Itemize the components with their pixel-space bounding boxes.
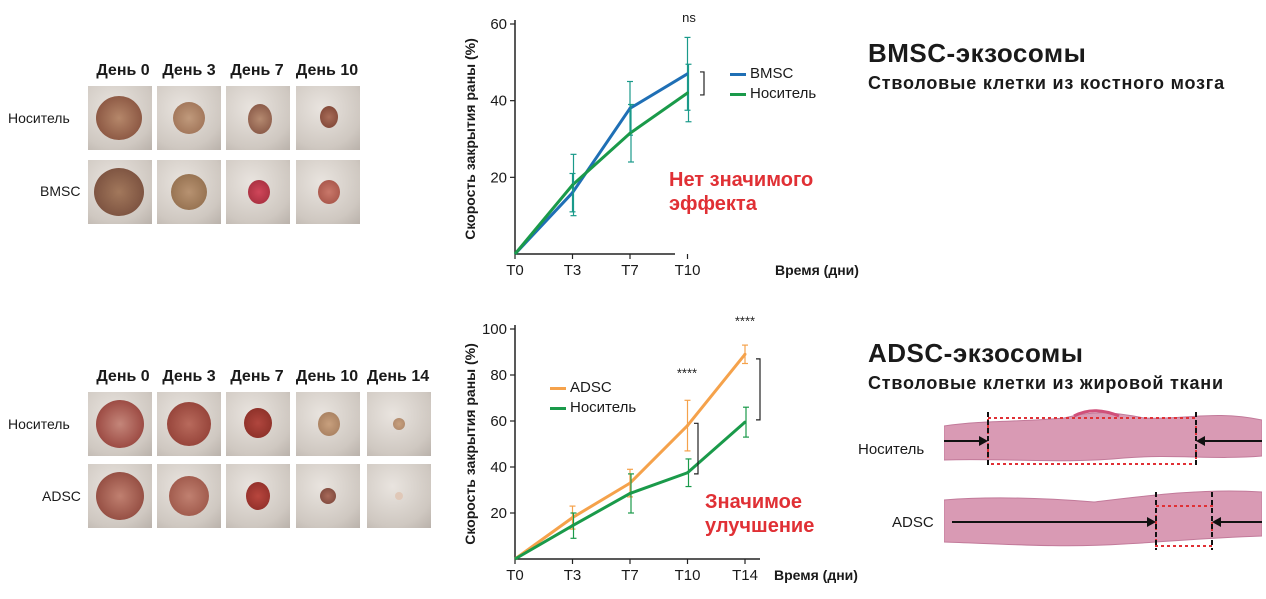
data-point bbox=[628, 131, 632, 135]
wound-photo bbox=[88, 160, 152, 224]
top-chart: 20 40 60 T0 T3 T7 T10 Время (дни) Скорость закры… bbox=[462, 10, 859, 279]
histology-label-vehicle: Носитель bbox=[858, 441, 925, 458]
top-day-label-3: День 3 bbox=[162, 62, 216, 79]
wound-photo bbox=[296, 392, 360, 456]
x-tick-label: T14 bbox=[732, 567, 758, 584]
bottom-chart: 20 40 60 80 100 T0 T3 T7 T10 T14 Время (дни) Скорос… bbox=[462, 314, 858, 584]
bottom-effect-line2: улучшение bbox=[705, 515, 815, 537]
top-day-label-10: День 10 bbox=[295, 62, 359, 79]
legend-swatch-adsc bbox=[550, 386, 566, 390]
wound-photo bbox=[226, 392, 290, 456]
series-line-0 bbox=[513, 72, 689, 256]
legend-label-vehicle-2: Носитель bbox=[570, 399, 637, 416]
x-tick-label: T0 bbox=[506, 262, 524, 279]
legend-swatch-vehicle-2 bbox=[550, 406, 566, 410]
top-day-label-0: День 0 bbox=[96, 62, 150, 79]
wound-photo bbox=[226, 160, 290, 224]
x-tick-label: T10 bbox=[675, 567, 701, 584]
significance-bracket bbox=[694, 422, 699, 475]
x-tick-label: T3 bbox=[564, 567, 582, 584]
bottom-day-label-10: День 10 bbox=[295, 368, 359, 385]
y-tick-label: 40 bbox=[490, 93, 507, 110]
significance-bracket bbox=[700, 71, 705, 96]
histology-image-adsc bbox=[944, 490, 1262, 550]
y-tick-label: 20 bbox=[490, 169, 507, 186]
top-effect-line1: Нет значимого bbox=[669, 169, 814, 191]
wound-photo bbox=[88, 86, 152, 150]
wound-photo bbox=[226, 86, 290, 150]
bottom-legend-adsc: ADSC bbox=[550, 379, 612, 396]
top-effect-line2: эффекта bbox=[669, 193, 757, 215]
wound-photo bbox=[226, 464, 290, 528]
x-tick-label: T7 bbox=[621, 262, 639, 279]
y-tick-label: 60 bbox=[490, 413, 507, 430]
significance-label: **** bbox=[735, 314, 755, 329]
x-tick-label: T7 bbox=[621, 567, 639, 584]
y-tick-label: 20 bbox=[490, 505, 507, 522]
data-point bbox=[628, 491, 632, 495]
top-title: BMSC-экзосомы bbox=[868, 38, 1087, 68]
top-day-label-7: День 7 bbox=[230, 62, 284, 79]
x-axis-label: Время (дни) bbox=[774, 567, 858, 583]
top-legend-vehicle: Носитель bbox=[730, 85, 816, 102]
bottom-day-label-14: День 14 bbox=[366, 368, 430, 385]
bottom-row-label-vehicle: Носитель bbox=[8, 416, 70, 432]
bottom-legend-vehicle: Носитель bbox=[550, 399, 636, 416]
y-tick-label: 60 bbox=[490, 16, 507, 33]
data-point bbox=[571, 183, 574, 187]
wound-photo bbox=[296, 86, 360, 150]
bottom-subtitle: Стволовые клетки из жировой ткани bbox=[868, 373, 1224, 393]
histology-image-vehicle bbox=[944, 409, 1262, 468]
top-row-label-bmsc: BMSC bbox=[40, 183, 81, 199]
bottom-day-label-0: День 0 bbox=[96, 368, 150, 385]
bottom-row-label-adsc: ADSC bbox=[42, 488, 81, 504]
data-point bbox=[686, 91, 689, 95]
data-point bbox=[743, 420, 747, 424]
y-tick-label: 80 bbox=[490, 367, 507, 384]
legend-swatch-bmsc bbox=[730, 72, 746, 76]
wound-photo bbox=[88, 392, 152, 456]
wound-photo bbox=[157, 392, 221, 456]
legend-swatch-vehicle bbox=[730, 92, 746, 96]
y-axis-label: Скорость закрытия раны (%) bbox=[462, 38, 478, 240]
top-subtitle: Стволовые клетки из костного мозга bbox=[868, 73, 1225, 93]
significance-bracket bbox=[756, 358, 761, 421]
wound-photo bbox=[157, 86, 221, 150]
wound-photo bbox=[157, 464, 221, 528]
y-axis-label: Скорость закрытия раны (%) bbox=[462, 343, 478, 545]
bottom-day-label-7: День 7 bbox=[230, 368, 284, 385]
legend-label-adsc: ADSC bbox=[570, 379, 612, 396]
x-tick-label: T3 bbox=[564, 262, 582, 279]
x-tick-label: T0 bbox=[506, 567, 524, 584]
y-tick-label: 100 bbox=[482, 321, 507, 338]
legend-label-bmsc: BMSC bbox=[750, 65, 794, 82]
bottom-title: ADSC-экзосомы bbox=[868, 338, 1084, 368]
data-point bbox=[743, 352, 747, 356]
bottom-effect-text: Значимое улучшение bbox=[705, 490, 814, 538]
significance-label: ns bbox=[682, 10, 696, 25]
bottom-effect-line1: Значимое bbox=[705, 491, 803, 513]
data-point bbox=[686, 424, 689, 428]
wound-photo bbox=[367, 464, 431, 528]
top-legend-bmsc: BMSC bbox=[730, 65, 793, 82]
y-tick-label: 40 bbox=[490, 459, 507, 476]
significance-label: **** bbox=[677, 365, 697, 380]
wound-photo bbox=[88, 464, 152, 528]
top-row-label-vehicle: Носитель bbox=[8, 110, 70, 126]
wound-photo bbox=[296, 464, 360, 528]
histology-label-adsc: ADSC bbox=[892, 514, 934, 531]
x-axis-label: Время (дни) bbox=[775, 262, 859, 278]
wound-photo bbox=[296, 160, 360, 224]
bottom-day-label-3: День 3 bbox=[162, 368, 216, 385]
data-point bbox=[571, 524, 574, 528]
data-point bbox=[686, 471, 689, 475]
wound-photo bbox=[157, 160, 221, 224]
top-effect-text: Нет значимого эффекта bbox=[669, 168, 813, 216]
legend-label-vehicle: Носитель bbox=[750, 85, 817, 102]
series-line-1 bbox=[513, 91, 689, 255]
wound-photo bbox=[367, 392, 431, 456]
x-tick-label: T10 bbox=[675, 262, 701, 279]
